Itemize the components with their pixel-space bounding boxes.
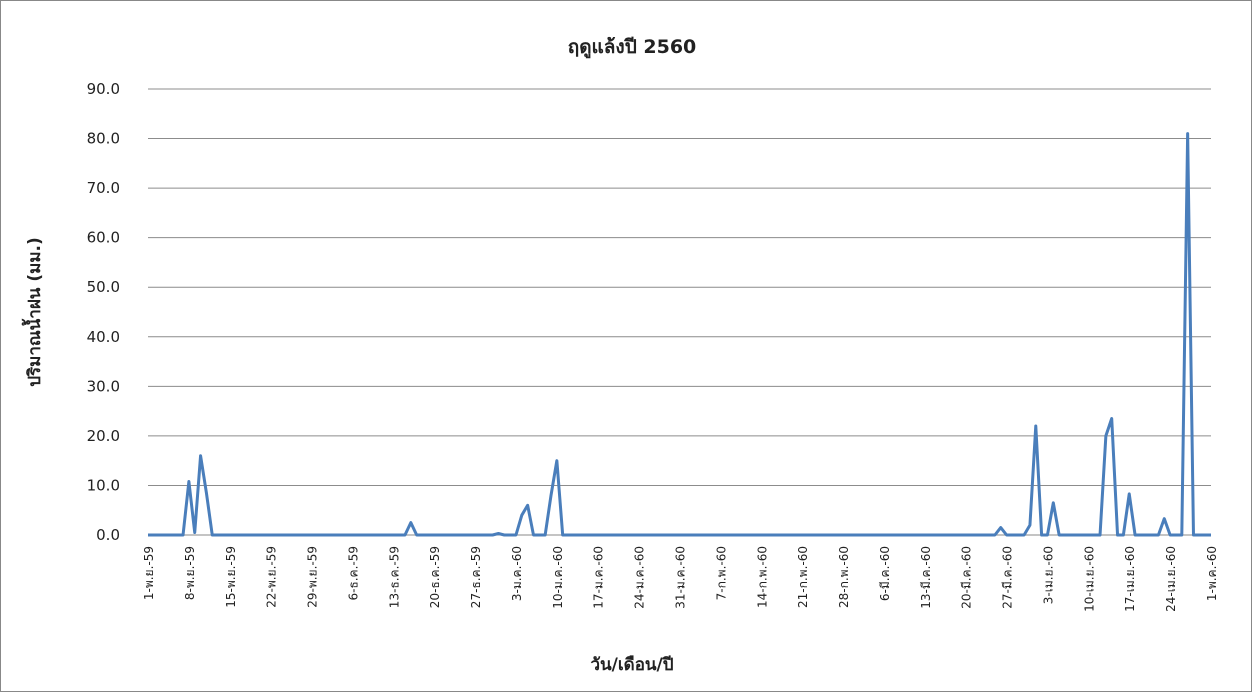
x-tick-label: 7-ก.พ.-60	[714, 546, 728, 600]
x-axis-label: วัน/เดือน/ปี	[590, 654, 673, 675]
x-tick-label: 22-พ.ย.-59	[265, 546, 279, 608]
x-tick-label: 17-เม.ย.-60	[1123, 546, 1137, 612]
x-tick-label: 3-ม.ค.-60	[510, 546, 524, 601]
x-tick-label: 28-ก.พ.-60	[837, 546, 851, 608]
x-tick-label: 31-ม.ค.-60	[674, 546, 688, 609]
y-tick-label: 30.0	[87, 377, 120, 395]
x-tick-label: 27-มี.ค.-60	[1001, 546, 1015, 609]
y-axis-label: ปริมาณน้ำฝน (มม.)	[21, 237, 45, 387]
y-tick-label: 50.0	[87, 278, 120, 296]
y-tick-label: 20.0	[87, 427, 120, 445]
x-tick-label: 10-เม.ย.-60	[1082, 546, 1096, 612]
x-tick-label: 27-ธ.ค.-59	[469, 546, 483, 608]
x-tick-label: 21-ก.พ.-60	[796, 546, 810, 608]
y-tick-label: 60.0	[87, 229, 120, 247]
data-line	[148, 132, 1211, 537]
x-tick-label: 6-ธ.ค.-59	[346, 546, 360, 601]
x-tick-label: 14-ก.พ.-60	[755, 546, 769, 608]
x-tick-label: 15-พ.ย.-59	[224, 546, 238, 608]
y-tick-label: 70.0	[87, 179, 120, 197]
x-tick-label: 13-ธ.ค.-59	[387, 546, 401, 608]
y-tick-label: 90.0	[87, 80, 120, 98]
x-tick-label: 1-พ.ย.-59	[142, 546, 156, 600]
x-tick-label: 24-ม.ค.-60	[633, 546, 647, 609]
x-tick-label: 6-มี.ค.-60	[878, 546, 892, 601]
y-tick-label: 0.0	[96, 526, 120, 544]
y-tick-label: 80.0	[87, 130, 120, 148]
x-tick-label: 24-เม.ย.-60	[1164, 546, 1178, 612]
x-tick-label: 8-พ.ย.-59	[183, 546, 197, 600]
y-tick-label: 40.0	[87, 328, 120, 346]
x-tick-label: 3-เม.ย.-60	[1041, 546, 1055, 604]
x-tick-label: 17-ม.ค.-60	[592, 546, 606, 609]
x-tick-label: 29-พ.ย.-59	[306, 546, 320, 608]
chart-title: ฤดูแล้งปี 2560	[568, 36, 697, 59]
x-tick-label: 10-ม.ค.-60	[551, 546, 565, 609]
x-tick-label: 13-มี.ค.-60	[919, 546, 933, 609]
y-tick-label: 10.0	[87, 476, 120, 494]
x-tick-label: 20-มี.ค.-60	[960, 546, 974, 609]
x-tick-label: 20-ธ.ค.-59	[428, 546, 442, 608]
x-tick-label: 1-พ.ค.-60	[1205, 546, 1219, 601]
